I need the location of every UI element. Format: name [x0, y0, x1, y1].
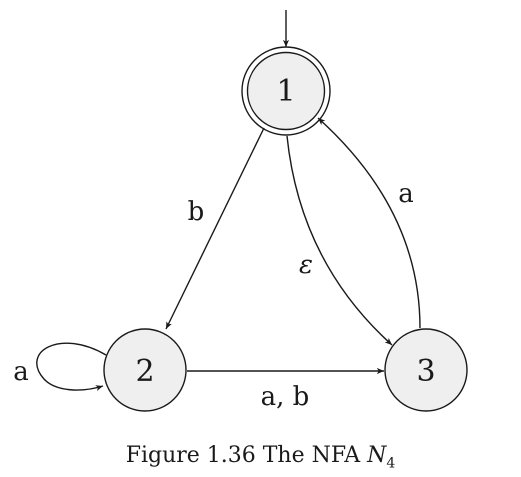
figure-caption: Figure 1.36 The NFA N4: [0, 443, 521, 472]
transition-3-to-1-label: a: [398, 179, 414, 209]
transition-2-self-loop: [36, 342, 107, 392]
transition-2-self-loop-label: a: [13, 357, 29, 387]
transition-1-to-3-label: ε: [299, 250, 313, 280]
transition-1-to-2-label: b: [188, 197, 205, 227]
caption-subscript: 4: [386, 455, 396, 472]
state-2-label: 2: [135, 354, 154, 389]
state-3: 3: [384, 328, 468, 412]
state-2: 2: [103, 328, 187, 412]
transition-3-to-1: [317, 117, 421, 329]
caption-prefix: Figure 1.36 The NFA: [125, 443, 368, 468]
caption-symbol: N: [367, 443, 387, 468]
transition-1-to-2: [165, 127, 265, 330]
state-1-label: 1: [276, 74, 295, 109]
transition-2-to-3-label: a, b: [261, 382, 310, 412]
transition-1-to-3: [286, 135, 393, 346]
state-1: 1: [241, 46, 331, 136]
state-3-label: 3: [416, 354, 435, 389]
